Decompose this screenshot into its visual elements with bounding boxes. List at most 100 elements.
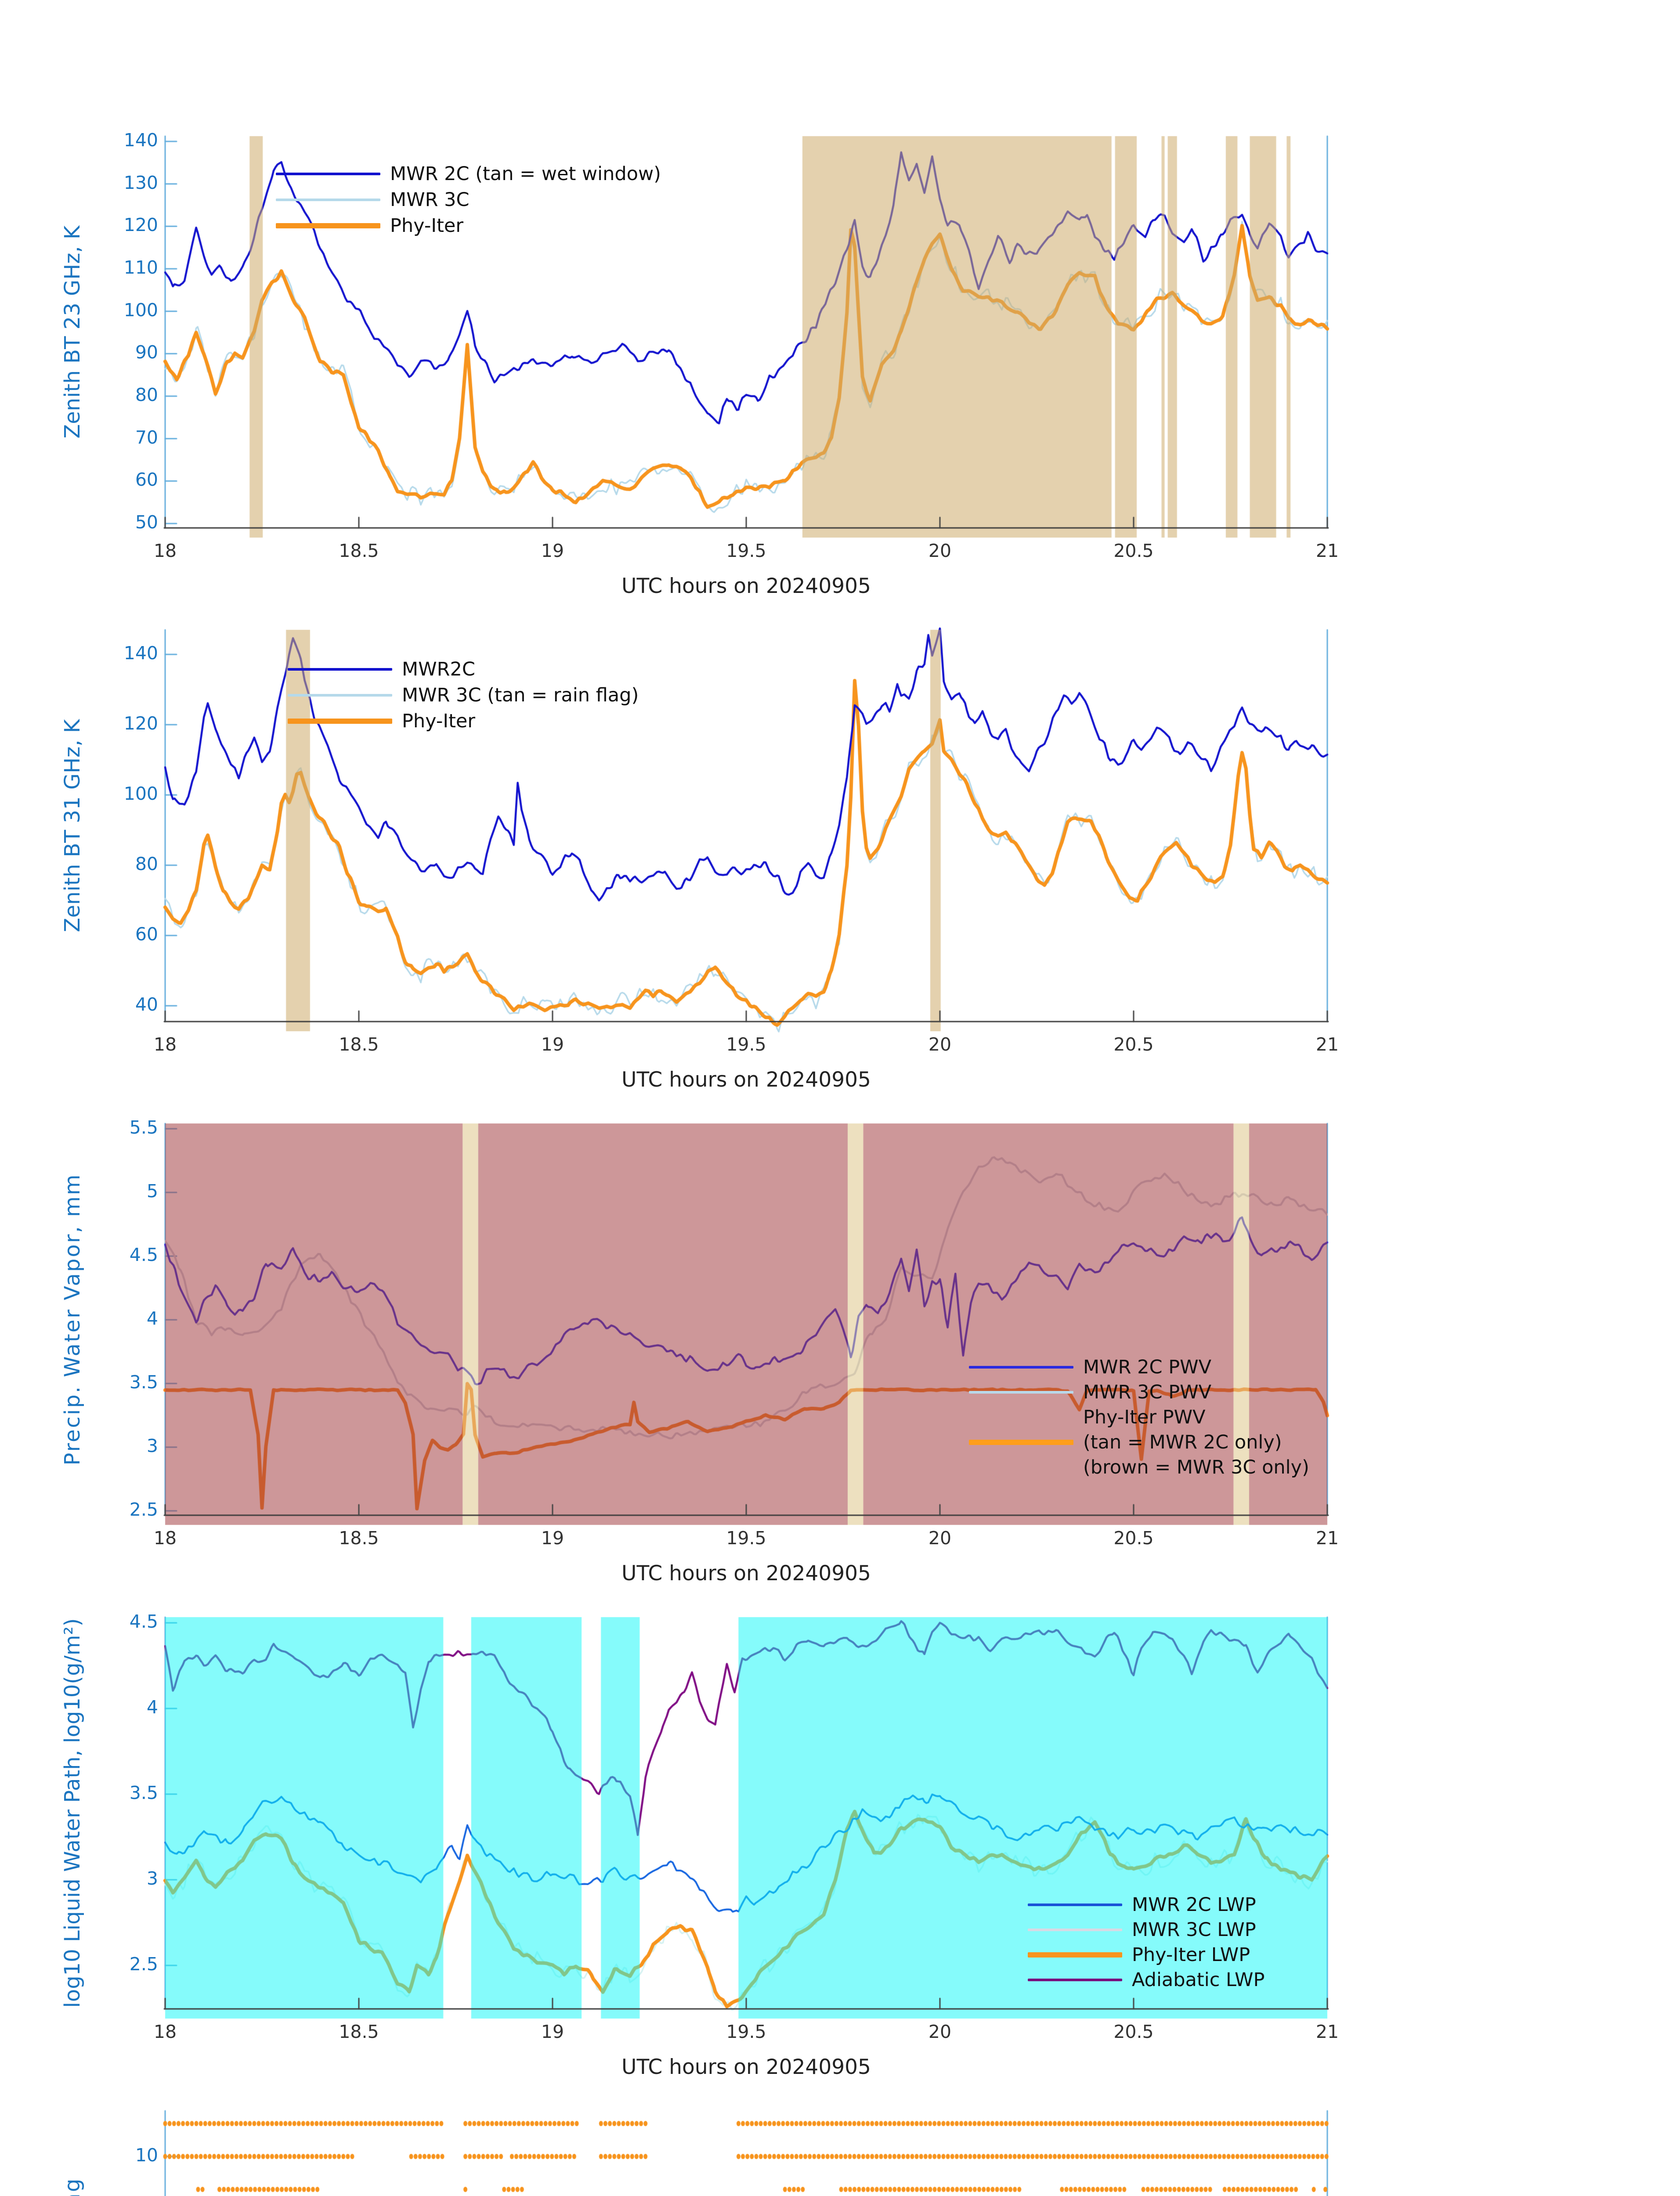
legend-item: Phy-Iter PWV <box>969 1405 1309 1430</box>
bt31-legend: MWR2C MWR 3C (tan = rain flag) Phy-Iter <box>288 656 639 734</box>
legend-item: MWR2C <box>288 656 639 682</box>
x-tick-label: 21 <box>1315 1034 1339 1055</box>
legend-label: Phy-Iter LWP <box>1132 1943 1250 1966</box>
phy-iter-line-swatch <box>276 223 380 228</box>
x-tick-label: 19.5 <box>726 1528 766 1549</box>
legend-label: MWR 3C (tan = rain flag) <box>402 684 639 706</box>
legend-label: Adiabatic LWP <box>1132 1968 1265 1991</box>
legend-item: MWR 3C <box>276 187 661 213</box>
adiabatic-lwp-line-swatch <box>1028 1978 1122 1981</box>
pwv-xlabel: UTC hours on 20240905 <box>621 1561 871 1586</box>
x-tick-label: 18 <box>153 540 177 561</box>
legend-item: MWR 3C PWV <box>969 1380 1309 1405</box>
lwp-legend: MWR 2C LWP MWR 3C LWP Phy-Iter LWP Adiab… <box>1028 1892 1265 1992</box>
bt23-xlabel: UTC hours on 20240905 <box>621 574 871 598</box>
mwr2c-line-swatch <box>288 668 392 671</box>
y-tick-label: 3 <box>146 1868 158 1889</box>
legend-item: MWR 2C PWV <box>969 1354 1309 1380</box>
legend-item: Adiabatic LWP <box>1028 1967 1265 1992</box>
y-tick-label: 4 <box>146 1697 158 1718</box>
y-tick-label: 4 <box>146 1308 158 1329</box>
x-tick-label: 20.5 <box>1113 1034 1154 1055</box>
x-tick-label: 20.5 <box>1113 540 1154 561</box>
y-tick-label: 80 <box>135 853 158 874</box>
legend-label: Phy-Iter <box>390 214 464 237</box>
x-tick-label: 18.5 <box>339 540 379 561</box>
x-tick-label: 18.5 <box>339 1034 379 1055</box>
legend-label: Phy-Iter PWV <box>1083 1406 1206 1428</box>
y-tick-label: 140 <box>123 130 158 151</box>
legend-item: Phy-Iter <box>288 708 639 734</box>
y-tick-label: 3 <box>146 1435 158 1456</box>
dq-flag-ylabel: MWR Phy Iter DQ Flag <box>60 2178 85 2196</box>
y-tick-label: 2.5 <box>129 1499 158 1520</box>
dq-flag-plot-canvas <box>149 2108 1344 2196</box>
legend-label: MWR 2C LWP <box>1132 1893 1256 1916</box>
legend-item: MWR 2C (tan = wet window) <box>276 161 661 187</box>
y-tick-label: 5.5 <box>129 1117 158 1138</box>
x-tick-label: 19 <box>541 1528 564 1549</box>
y-tick-label: 60 <box>135 924 158 945</box>
x-tick-label: 21 <box>1315 1528 1339 1549</box>
y-tick-label: 70 <box>135 426 158 448</box>
y-tick-label: 5 <box>146 1181 158 1202</box>
mwr2c-line-swatch <box>276 172 380 175</box>
mwr3c-line-swatch <box>276 198 380 201</box>
x-tick-label: 19 <box>541 2021 564 2042</box>
legend-item: MWR 2C LWP <box>1028 1892 1265 1917</box>
x-tick-label: 20 <box>928 540 952 561</box>
x-tick-label: 19.5 <box>726 1034 766 1055</box>
legend-label: MWR2C <box>402 658 475 680</box>
legend-label: Phy-Iter <box>402 710 476 732</box>
legend-item: Phy-Iter <box>276 213 661 238</box>
legend-item: MWR 3C LWP <box>1028 1917 1265 1942</box>
y-tick-label: 4.5 <box>129 1611 158 1632</box>
x-tick-label: 18.5 <box>339 2021 379 2042</box>
y-tick-label: 60 <box>135 469 158 491</box>
x-tick-label: 20.5 <box>1113 2021 1154 2042</box>
lwp-plot-canvas <box>149 1614 1344 2027</box>
legend-label: (tan = MWR 2C only) <box>1083 1431 1282 1453</box>
y-tick-label: 120 <box>123 713 158 734</box>
x-tick-label: 20 <box>928 2021 952 2042</box>
y-tick-label: 50 <box>135 512 158 533</box>
legend-label: MWR 3C LWP <box>1132 1918 1256 1941</box>
y-tick-label: 140 <box>123 643 158 664</box>
lwp-ylabel: log10 Liquid Water Path, log10(g/m²) <box>60 1618 85 2008</box>
x-tick-label: 20 <box>928 1528 952 1549</box>
legend-item: (brown = MWR 3C only) <box>969 1455 1309 1480</box>
y-tick-label: 110 <box>123 257 158 278</box>
legend-label: (brown = MWR 3C only) <box>1083 1456 1309 1478</box>
bt31-ylabel: Zenith BT 31 GHz, K <box>60 719 85 932</box>
bt31-xlabel: UTC hours on 20240905 <box>621 1068 871 1092</box>
mwr3c-lwp-line-swatch <box>1028 1928 1122 1931</box>
mwr2c-pwv-line-swatch <box>969 1365 1073 1369</box>
phy-iter-lwp-line-swatch <box>1028 1952 1122 1958</box>
pwv-legend: MWR 2C PWV MWR 3C PWV Phy-Iter PWV (tan … <box>969 1354 1309 1480</box>
mwr3c-line-swatch <box>288 693 392 697</box>
x-tick-label: 21 <box>1315 2021 1339 2042</box>
mwr3c-pwv-line-swatch <box>969 1391 1073 1394</box>
pwv-plot-canvas <box>149 1121 1344 1534</box>
y-tick-label: 3.5 <box>129 1782 158 1803</box>
legend-label: MWR 2C (tan = wet window) <box>390 163 661 185</box>
bt23-legend: MWR 2C (tan = wet window) MWR 3C Phy-Ite… <box>276 161 661 238</box>
x-tick-label: 20.5 <box>1113 1528 1154 1549</box>
phy-iter-line-swatch <box>288 718 392 724</box>
empty-swatch <box>969 1416 1073 1419</box>
x-tick-label: 18 <box>153 2021 177 2042</box>
empty-swatch <box>969 1466 1073 1469</box>
lwp-xlabel: UTC hours on 20240905 <box>621 2055 871 2079</box>
y-tick-label: 130 <box>123 172 158 193</box>
legend-label: MWR 3C <box>390 188 470 211</box>
x-tick-label: 19.5 <box>726 540 766 561</box>
y-tick-label: 40 <box>135 994 158 1015</box>
bt23-plot-canvas <box>149 134 1344 546</box>
legend-label: MWR 2C PWV <box>1083 1356 1212 1378</box>
y-tick-label: 80 <box>135 384 158 405</box>
phy-iter-pwv-line-swatch <box>969 1439 1073 1445</box>
x-tick-label: 18.5 <box>339 1528 379 1549</box>
x-tick-label: 18 <box>153 1528 177 1549</box>
y-tick-label: 10 <box>135 2145 158 2166</box>
